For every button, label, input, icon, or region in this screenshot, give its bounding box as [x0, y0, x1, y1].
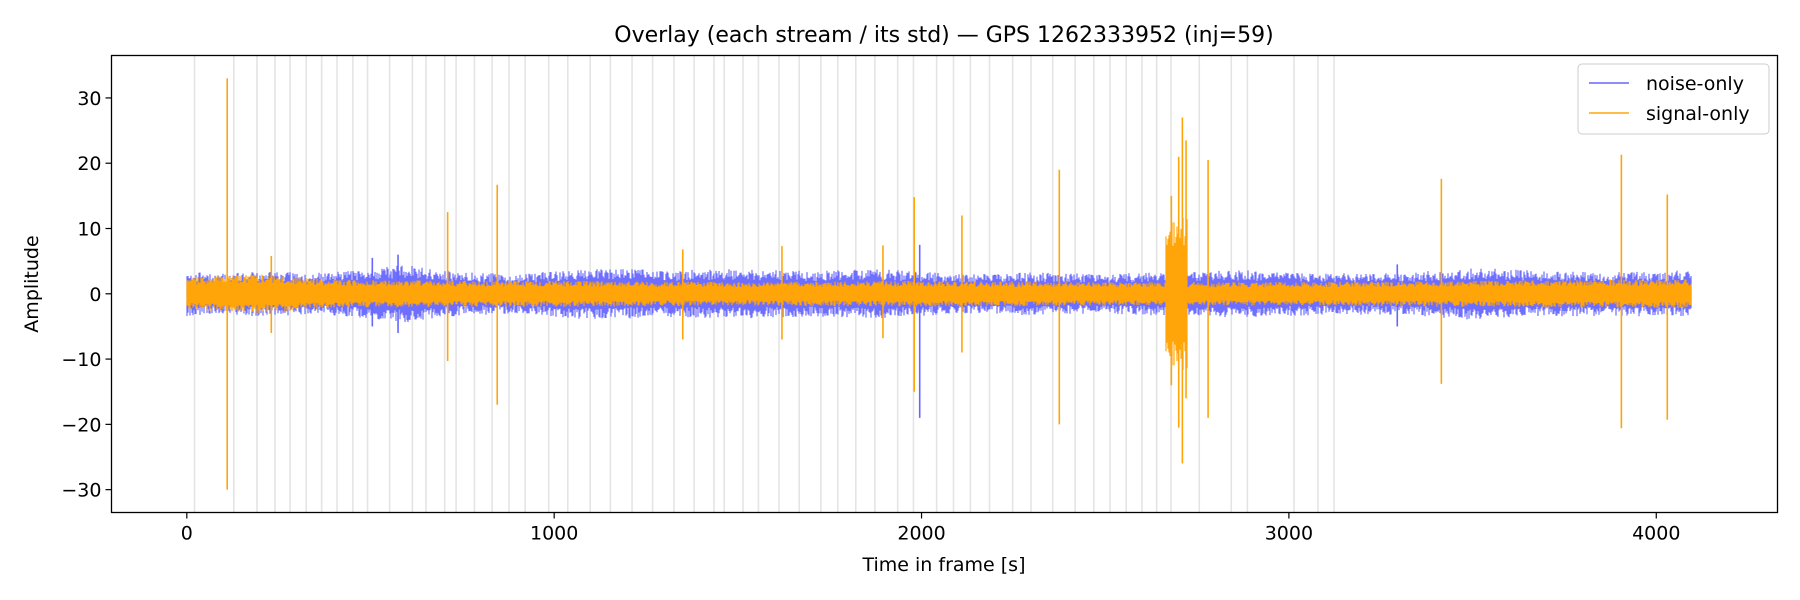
legend-box	[1577, 63, 1770, 135]
series-signal-only	[186, 78, 1692, 490]
y-tick-label: −30	[61, 480, 101, 502]
y-axis-label: Amplitude	[21, 235, 43, 332]
y-tick-label: 0	[89, 284, 101, 306]
legend-label-noise-only: noise-only	[1646, 73, 1744, 95]
y-tick-label: 20	[77, 153, 101, 175]
plot-area	[186, 55, 1692, 513]
x-tick-label: 0	[181, 523, 193, 545]
legend: noise-only signal-only	[1577, 63, 1770, 135]
x-tick-label: 1000	[530, 523, 578, 545]
y-tick-label: −10	[61, 349, 101, 371]
series-layer	[186, 78, 1692, 490]
x-tick-label: 3000	[1265, 523, 1313, 545]
y-axis: −30 −20 −10 0 10 20 30	[61, 88, 112, 502]
x-tick-label: 2000	[897, 523, 945, 545]
y-tick-label: 10	[77, 219, 101, 241]
x-axis: 0 1000 2000 3000 4000	[181, 512, 1680, 545]
series-trace-signal-only	[186, 217, 1692, 370]
legend-label-signal-only: signal-only	[1646, 103, 1750, 125]
y-tick-label: 30	[77, 88, 101, 110]
x-axis-label: Time in frame [s]	[861, 554, 1025, 576]
plot-frame	[110, 54, 1779, 514]
chart-title: Overlay (each stream / its std) — GPS 12…	[614, 23, 1273, 48]
y-tick-label: −20	[61, 414, 101, 436]
x-tick-label: 4000	[1632, 523, 1680, 545]
